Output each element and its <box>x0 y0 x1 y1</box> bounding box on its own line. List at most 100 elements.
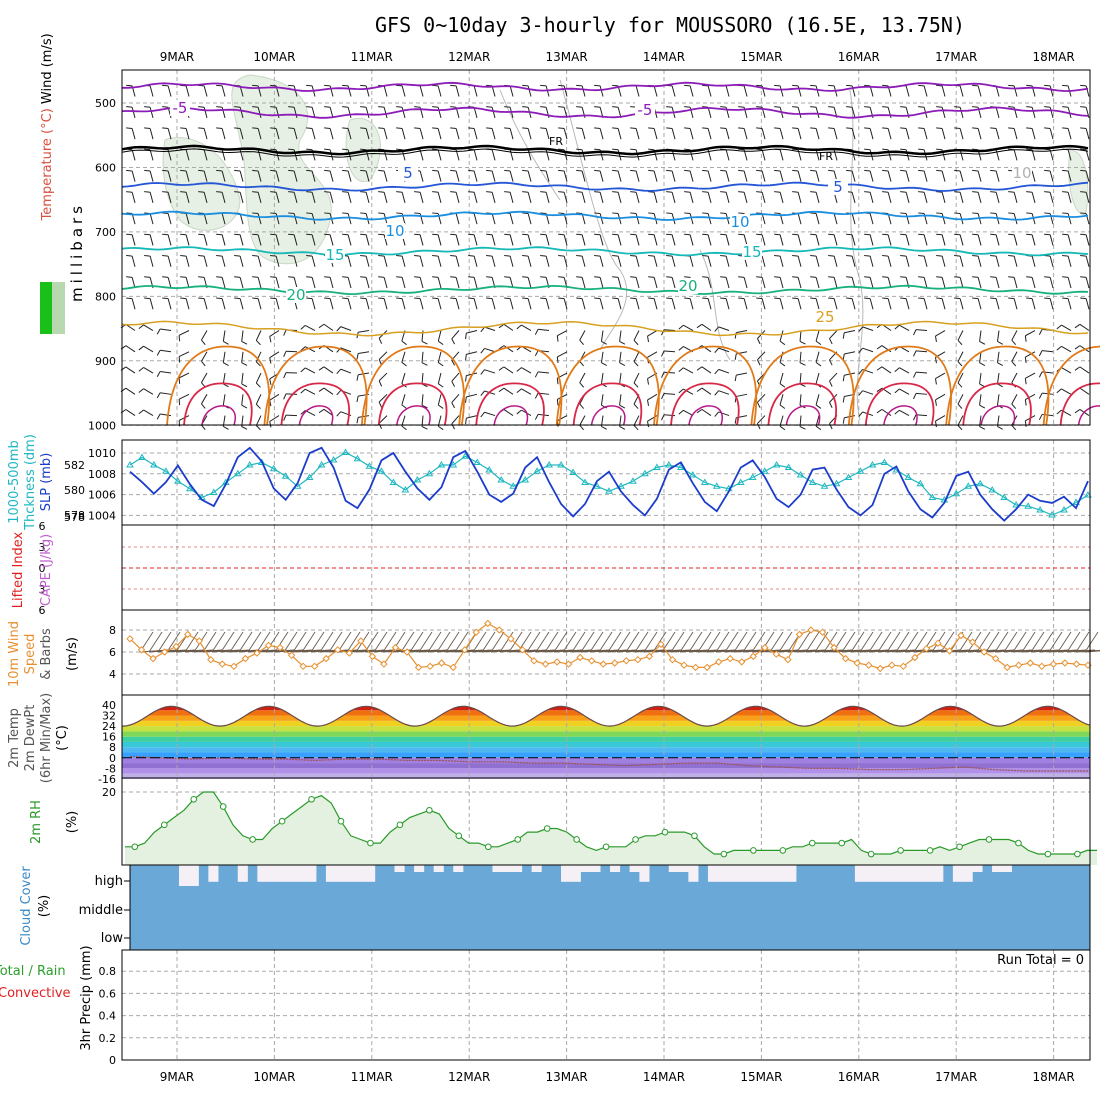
wind-tick: 6 <box>109 646 116 659</box>
lifted-index-label: Lifted Index <box>11 531 26 608</box>
precip-tick: 0.8 <box>99 965 117 978</box>
thickness-point <box>904 473 913 480</box>
wind-barb <box>167 213 172 225</box>
wind-barb <box>1049 128 1054 140</box>
wind-barb-flag <box>678 388 684 394</box>
date-label-bottom: 18MAR <box>1033 1070 1075 1084</box>
wind-barb <box>1067 298 1072 310</box>
wind-barb-flag <box>556 399 559 406</box>
thickness-point <box>653 463 661 470</box>
wind10m-barb-shaft <box>364 649 394 653</box>
wind-barb-flag <box>738 297 745 300</box>
wind-barb-flag <box>432 106 439 108</box>
wind-barb <box>799 351 802 363</box>
wind-barb-flag <box>421 362 428 366</box>
wind-barb <box>761 213 766 225</box>
wind-barb-flag <box>432 84 439 87</box>
wind-barb <box>1049 107 1054 118</box>
wind-barb <box>1031 192 1036 204</box>
wind-barb-flag <box>1044 84 1051 87</box>
wind-barb <box>959 128 964 140</box>
wind-barb <box>653 128 658 140</box>
wind-barb-flag <box>486 106 493 108</box>
wind-barb <box>815 415 820 427</box>
wind-barb-flag <box>997 426 1003 430</box>
wind-barb-flag <box>432 212 439 215</box>
wind10m-barb-shaft <box>985 649 1015 653</box>
wind-barb <box>160 349 172 353</box>
wind10m-point <box>864 661 873 669</box>
wind-barb-flag <box>270 276 277 278</box>
wind-barb <box>743 234 748 246</box>
wind10m-barb <box>373 631 388 653</box>
temperature-isoline <box>121 210 1089 221</box>
wind-barb <box>473 128 478 140</box>
wind-barb-flag <box>270 297 277 300</box>
wind-barb <box>419 192 424 204</box>
dewpoint-line <box>129 755 1088 772</box>
wind-barb <box>323 323 334 331</box>
wind-barb <box>419 85 424 97</box>
wind-barb-flag <box>738 276 745 278</box>
wind-barb <box>329 85 334 97</box>
wind-barb-flag <box>882 297 889 300</box>
wind-barb-flag <box>864 169 871 172</box>
thickness-point <box>281 472 290 479</box>
wind-barb <box>203 298 208 310</box>
wind-barb-flag <box>661 414 665 421</box>
wind-barb <box>149 192 154 204</box>
wind-barb <box>671 277 676 289</box>
wind-barb-flag <box>630 191 637 193</box>
wind-barb-flag <box>216 297 223 300</box>
date-label-top: 15MAR <box>740 50 782 64</box>
wind-barb <box>979 394 982 406</box>
temp-band <box>122 747 1090 753</box>
wind-barb-flag <box>954 233 961 236</box>
cloud-high-gap <box>512 865 523 872</box>
wind-barb-flag <box>876 366 883 371</box>
wind-barb <box>419 170 424 182</box>
wind-barb-flag <box>1074 366 1081 371</box>
wind10m-point <box>934 639 942 647</box>
wind10m-barb <box>652 631 667 653</box>
wind-barb-flag <box>324 106 331 108</box>
wind-barb <box>131 255 136 267</box>
wind10m-point <box>137 646 146 654</box>
wind-barb-flag <box>990 212 997 215</box>
wind-barb <box>844 351 856 355</box>
wind-barb-flag <box>396 191 403 193</box>
wind-barb <box>899 367 910 374</box>
wind-barb <box>887 255 892 267</box>
wind-barb-flag <box>1056 324 1062 330</box>
wind-barb-flag <box>648 127 655 129</box>
rh2m-point <box>131 843 139 851</box>
wind-barb-flag <box>180 254 187 257</box>
wind-barb-flag <box>486 169 493 172</box>
wind-barb-flag <box>702 212 709 215</box>
wind-barb-flag <box>576 297 583 300</box>
wind-barb-flag <box>738 169 745 172</box>
wind-barb <box>149 234 154 246</box>
wind10m-point <box>795 630 804 639</box>
wind-barb-flag <box>414 254 421 257</box>
wind-barb-flag <box>450 106 457 108</box>
wind-barb-flag <box>270 169 277 172</box>
wind-barb-flag <box>450 233 457 236</box>
wind-barb <box>563 192 568 204</box>
wind-barb <box>941 170 946 182</box>
wind-barb-flag <box>216 106 223 108</box>
rh2m-point <box>838 839 846 847</box>
temp2m-label-4: (°C) <box>55 725 70 751</box>
cloud-high-gap <box>394 865 405 872</box>
wind-barb <box>599 85 604 97</box>
wind-barb-flag <box>594 84 601 87</box>
wind-barb <box>484 326 496 331</box>
wind-barb-flag <box>876 408 883 414</box>
wind-barb <box>1031 255 1036 267</box>
wind-barb <box>378 415 388 424</box>
wind-barb-flag <box>144 297 151 300</box>
cloud-high-gap <box>345 865 356 882</box>
wind-barb <box>203 128 208 140</box>
wind-barb <box>1013 277 1018 289</box>
wind-barb-flag <box>647 399 650 406</box>
